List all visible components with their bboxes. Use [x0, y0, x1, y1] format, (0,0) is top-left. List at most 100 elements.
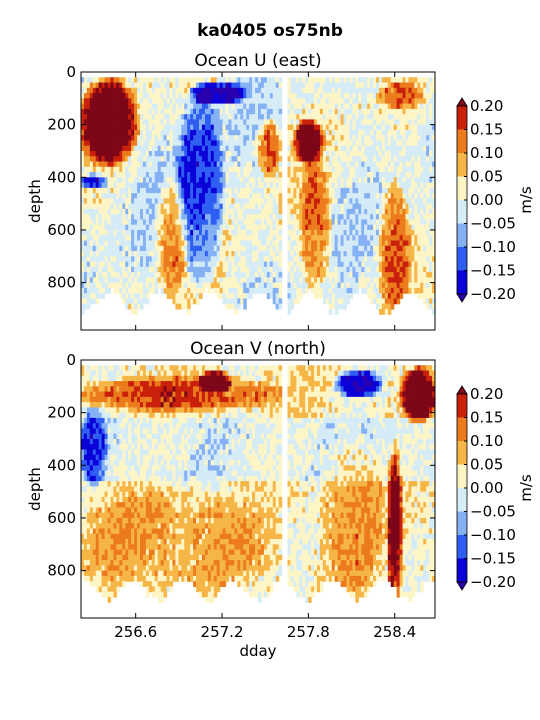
heatmap-cell: [240, 208, 244, 215]
heatmap-cell: [258, 219, 262, 226]
heatmap-cell: [414, 140, 418, 147]
heatmap-cell: [393, 256, 398, 263]
heatmap-cell: [287, 245, 292, 252]
heatmap-cell: [252, 208, 256, 215]
heatmap-cell: [426, 119, 430, 126]
heatmap-cell: [125, 229, 129, 236]
heatmap-cell: [358, 172, 362, 178]
heatmap-cell: [98, 177, 103, 184]
heatmap-cell: [423, 129, 427, 136]
heatmap-cell: [367, 224, 371, 231]
heatmap-cell: [308, 240, 312, 247]
heatmap-cell: [305, 256, 309, 263]
heatmap-cell: [346, 82, 351, 89]
heatmap-cell: [231, 303, 235, 310]
heatmap-cell: [95, 282, 100, 289]
heatmap-cell: [204, 224, 209, 231]
heatmap-cell: [278, 182, 283, 189]
heatmap-cell: [240, 293, 244, 300]
heatmap-cell: [246, 214, 250, 221]
heatmap-cell: [402, 161, 407, 168]
heatmap-cell: [81, 140, 85, 147]
heatmap-cell: [396, 103, 401, 110]
heatmap-cell: [199, 161, 203, 168]
heatmap-cell: [190, 187, 194, 194]
heatmap-cell: [370, 87, 374, 94]
heatmap-cell: [299, 235, 303, 242]
heatmap-cell: [151, 156, 156, 163]
heatmap-cell: [110, 251, 115, 257]
heatmap-cell: [234, 272, 238, 278]
heatmap-cell: [296, 266, 300, 273]
heatmap-cell: [364, 161, 368, 168]
heatmap-cell: [275, 282, 280, 289]
heatmap-cell: [148, 161, 153, 168]
heatmap-cell: [187, 124, 191, 131]
heatmap-cell: [234, 156, 238, 163]
heatmap-cell: [196, 182, 200, 189]
heatmap-cell: [393, 251, 398, 257]
heatmap-cell: [299, 172, 303, 178]
heatmap-cell: [322, 77, 327, 84]
heatmap-cell: [258, 135, 262, 142]
heatmap-cell: [225, 245, 230, 252]
heatmap-cell: [287, 198, 292, 205]
heatmap-cell: [107, 261, 112, 268]
heatmap-cell: [258, 187, 262, 194]
heatmap-cell: [275, 135, 280, 142]
heatmap-cell: [128, 293, 132, 300]
heatmap-cell: [119, 182, 123, 189]
heatmap-cell: [196, 272, 200, 278]
heatmap-cell: [175, 287, 179, 294]
heatmap-cell: [311, 261, 315, 268]
heatmap-cell: [255, 119, 259, 126]
heatmap-cell: [86, 166, 91, 173]
heatmap-cell: [83, 282, 88, 289]
heatmap-cell: [160, 229, 165, 236]
heatmap-cell: [92, 119, 97, 126]
heatmap-cell: [426, 172, 430, 178]
heatmap-cell: [140, 93, 144, 99]
heatmap-cell: [219, 172, 224, 178]
heatmap-cell: [402, 77, 407, 84]
heatmap-cell: [207, 203, 212, 210]
heatmap-cell: [429, 98, 433, 105]
heatmap-cell: [305, 114, 309, 120]
heatmap-cell: [213, 219, 218, 226]
heatmap-cell: [328, 103, 333, 110]
heatmap-cell: [190, 77, 194, 84]
heatmap-cell: [131, 240, 135, 247]
heatmap-cell: [405, 93, 410, 99]
heatmap-cell: [252, 98, 256, 105]
heatmap-cell: [390, 245, 395, 252]
heatmap-cell: [411, 193, 415, 199]
heatmap-cell: [258, 277, 262, 284]
heatmap-cell: [426, 303, 430, 310]
heatmap-cell: [240, 87, 244, 94]
heatmap-cell: [361, 77, 365, 84]
heatmap-cell: [384, 98, 389, 105]
heatmap-cell: [204, 229, 209, 236]
heatmap-cell: [140, 293, 144, 300]
heatmap-cell: [95, 235, 100, 242]
heatmap-cell: [148, 245, 153, 252]
heatmap-cell: [222, 214, 227, 221]
heatmap-cell: [346, 277, 351, 284]
heatmap-cell: [299, 251, 303, 257]
heatmap-cell: [384, 229, 389, 236]
heatmap-cell: [308, 119, 312, 126]
heatmap-cell: [308, 140, 312, 147]
heatmap-cell: [246, 140, 250, 147]
heatmap-cell: [213, 161, 218, 168]
heatmap-cell: [381, 182, 386, 189]
heatmap-cell: [190, 193, 194, 199]
heatmap-cell: [134, 119, 138, 126]
heatmap-cell: [201, 161, 206, 168]
heatmap-cell: [243, 187, 247, 194]
heatmap-cell: [98, 114, 103, 120]
heatmap-cell: [373, 198, 377, 205]
heatmap-cell: [387, 187, 392, 194]
heatmap-cell: [216, 224, 221, 231]
heatmap-cell: [89, 156, 94, 163]
heatmap-cell: [89, 114, 94, 120]
